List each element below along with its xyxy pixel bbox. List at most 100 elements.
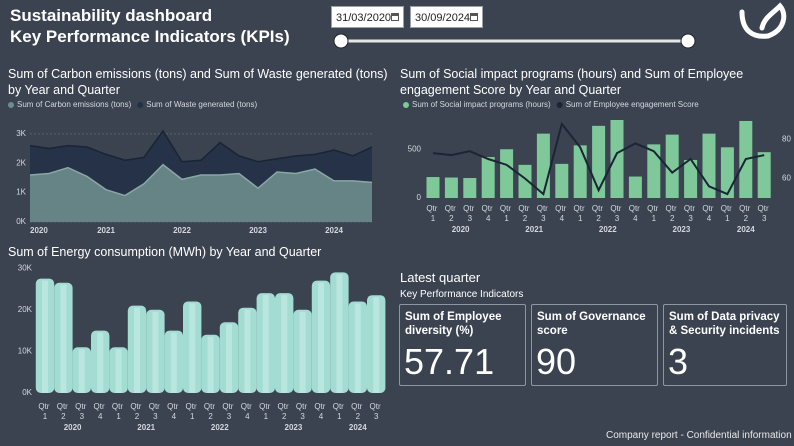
y-tick-label: 30K [18, 263, 33, 272]
kpi-card: Sum of Governance score 90 [531, 304, 658, 386]
legend-label: Sum of Carbon emissions (tons) [17, 100, 132, 109]
bar [536, 133, 550, 198]
bar [481, 157, 495, 198]
year-label: 2024 [737, 225, 755, 234]
year-label: 2023 [673, 225, 691, 234]
x-tick-label: Qtr 1 [647, 204, 660, 223]
bar [555, 163, 569, 198]
bar-highlight [115, 349, 122, 393]
x-tick-label: Qtr 3 [610, 204, 623, 223]
x-tick-label: Qtr 2 [666, 204, 679, 223]
x-tick-label: Qtr 4 [314, 402, 327, 421]
legend-marker [137, 102, 144, 108]
x-tick-label: Qtr 2 [518, 204, 531, 223]
x-tick-label: Qtr 2 [204, 402, 217, 421]
kpi-card: Sum of Data privacy & Security incidents… [663, 304, 787, 386]
x-tick-label: Qtr 1 [574, 204, 587, 223]
x-tick-label: Qtr 3 [537, 204, 550, 223]
logo-leaf [739, 9, 771, 39]
x-tick-label: Qtr 4 [555, 204, 568, 223]
x-tick-label: Qtr 2 [445, 204, 458, 223]
chart-title: Sum of Energy consumption (MWh) by Year … [8, 245, 322, 259]
bar-highlight [226, 324, 232, 393]
bar [665, 134, 679, 198]
legend-label: Sum of Waste generated (tons) [146, 100, 257, 109]
x-tick-label: 2021 [97, 226, 115, 235]
end-date[interactable]: 30/09/2024 [410, 6, 483, 28]
x-tick-label: Qtr 4 [482, 204, 495, 223]
start-date[interactable]: 31/03/2020 [331, 6, 404, 28]
x-tick-label: 2023 [249, 226, 267, 235]
area-line [29, 163, 373, 197]
x-tick-label: Qtr 1 [259, 402, 272, 421]
y-tick-label: 10K [18, 346, 33, 355]
area-line [29, 129, 373, 163]
bar [647, 144, 661, 198]
x-tick-label: Qtr 1 [721, 204, 734, 223]
y-tick-label: 20K [18, 305, 33, 314]
x-tick-label: Qtr 1 [500, 204, 513, 223]
x-tick-label: Qtr 3 [463, 204, 476, 223]
chart-title: Sum of Carbon emissions (tons) and Sum o… [8, 67, 388, 97]
bar [426, 177, 440, 198]
bar [757, 152, 771, 198]
slider-handle[interactable] [333, 33, 349, 49]
calendar-icon[interactable] [391, 13, 399, 21]
bar-highlight [60, 284, 67, 393]
x-tick-label: Qtr 1 [333, 402, 346, 421]
bar-highlight [189, 303, 196, 393]
x-tick-label: Qtr 3 [684, 204, 697, 223]
year-label: 2024 [349, 423, 367, 432]
x-tick-label: Qtr 4 [629, 204, 642, 223]
x-tick-label: 2020 [30, 226, 48, 235]
x-tick-label: Qtr 2 [351, 402, 364, 421]
y-tick-label: 3K [16, 129, 26, 138]
legend-label: Sum of Employee engagement Score [566, 100, 700, 109]
kpi-subheading: Key Performance Indicators [400, 289, 524, 300]
footer: Company report - Confidential informatio… [606, 430, 792, 441]
bar [628, 176, 642, 198]
kpi-value: 90 [536, 341, 577, 382]
kpi-title: Sum of Governance score [537, 311, 646, 337]
y-tick-label: 0K [22, 388, 32, 397]
bar-highlight [97, 332, 104, 393]
bar-highlight [354, 303, 361, 393]
y-tick-label: 2K [16, 158, 26, 167]
year-label: 2020 [452, 225, 470, 234]
bar [684, 159, 698, 198]
title-line: Key Performance Indicators (KPIs) [10, 27, 290, 46]
y-tick-label: 0K [16, 217, 26, 226]
kpi-value: 3 [668, 341, 689, 382]
x-tick-label: Qtr 3 [296, 402, 309, 421]
y-tick-label: 0 [417, 193, 422, 202]
year-label: 2023 [285, 423, 303, 432]
calendar-icon[interactable] [470, 13, 478, 21]
x-tick-label: Qtr 3 [222, 402, 235, 421]
x-tick-label: 2022 [173, 226, 191, 235]
year-label: 2022 [599, 225, 617, 234]
slider-handle[interactable] [680, 33, 696, 49]
bar-highlight [373, 297, 380, 393]
bar-highlight [336, 274, 343, 393]
year-label: 2020 [64, 423, 82, 432]
x-tick-label: Qtr 1 [426, 204, 439, 223]
kpi-card: Sum of Employee diversity (%) 57.71 [399, 304, 526, 386]
bar [610, 120, 624, 198]
year-label: 2022 [211, 423, 229, 432]
kpi-value: 57.71 [404, 341, 495, 382]
bar-highlight [318, 282, 324, 393]
bar-highlight [152, 311, 159, 393]
logo [739, 2, 787, 39]
area [30, 164, 372, 222]
x-tick-label: Qtr 2 [57, 402, 70, 421]
bar-highlight [134, 307, 140, 393]
y-tick-label: 60 [782, 174, 791, 183]
bar-highlight [170, 332, 177, 393]
bar [518, 164, 532, 198]
bar [573, 145, 587, 198]
line [432, 121, 765, 196]
year-label: 2021 [137, 423, 155, 432]
bar-highlight [244, 309, 251, 393]
x-tick-label: Qtr 3 [75, 402, 88, 421]
